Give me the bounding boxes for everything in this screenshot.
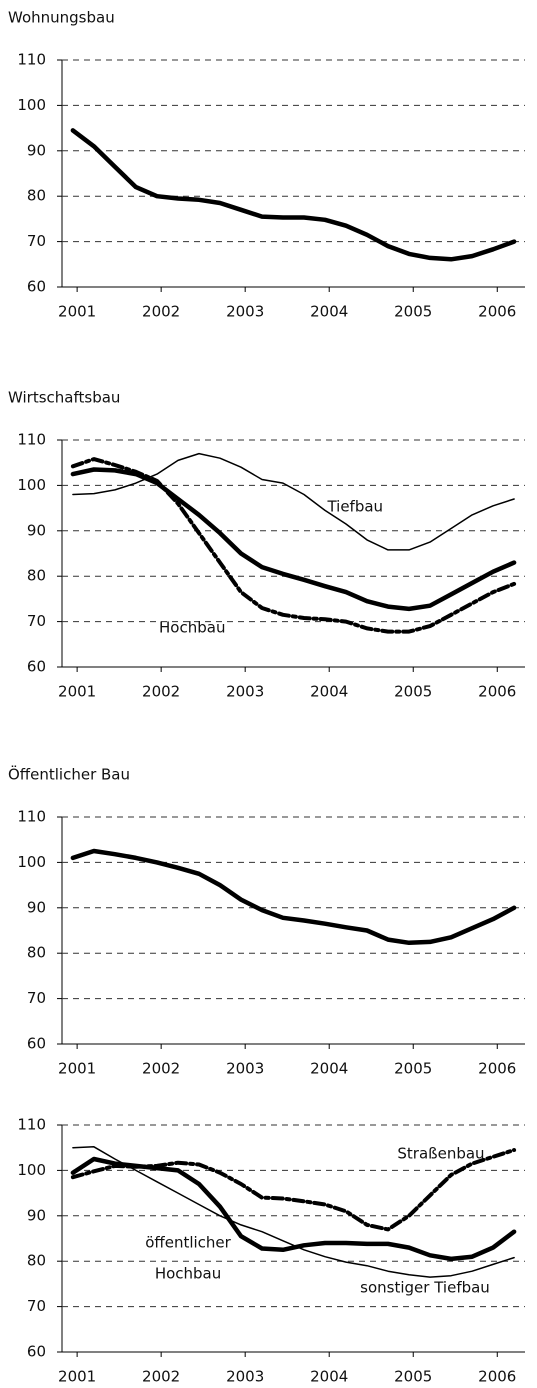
y-tick-label: 90 bbox=[27, 141, 46, 159]
y-tick-label: 110 bbox=[17, 51, 46, 69]
y-tick-label: 100 bbox=[17, 96, 46, 114]
line-series bbox=[70, 457, 517, 634]
y-tick-label: 90 bbox=[27, 1206, 46, 1224]
line-series bbox=[70, 848, 517, 946]
line-series bbox=[72, 452, 515, 551]
y-tick-label: 60 bbox=[27, 278, 46, 296]
y-tick-label: 100 bbox=[17, 476, 46, 494]
chart-title: Wirtschaftsbau bbox=[8, 389, 120, 407]
y-tick-label: 60 bbox=[27, 658, 46, 676]
x-tick-label: 2005 bbox=[394, 683, 432, 701]
x-tick-label: 2003 bbox=[226, 1060, 264, 1078]
y-tick-label: 80 bbox=[27, 944, 46, 962]
y-tick-label: 100 bbox=[17, 853, 46, 871]
line-series bbox=[70, 1156, 517, 1262]
y-tick-label: 80 bbox=[27, 1252, 46, 1270]
chart-title: Öffentlicher Bau bbox=[8, 765, 130, 784]
x-tick-label: 2006 bbox=[478, 1368, 516, 1386]
x-tick-label: 2003 bbox=[226, 303, 264, 321]
y-tick-label: 70 bbox=[27, 612, 46, 630]
annotation: Straßenbau bbox=[397, 1145, 484, 1163]
x-tick-label: 2004 bbox=[310, 303, 348, 321]
y-tick-label: 90 bbox=[27, 521, 46, 539]
x-tick-label: 2006 bbox=[478, 303, 516, 321]
line-series bbox=[72, 1146, 515, 1278]
x-tick-label: 2002 bbox=[142, 1060, 180, 1078]
y-tick-label: 110 bbox=[17, 1116, 46, 1134]
y-tick-label: 100 bbox=[17, 1161, 46, 1179]
y-tick-label: 60 bbox=[27, 1343, 46, 1361]
y-tick-label: 60 bbox=[27, 1035, 46, 1053]
y-tick-label: 80 bbox=[27, 187, 46, 205]
y-tick-label: 110 bbox=[17, 431, 46, 449]
x-tick-label: 2004 bbox=[310, 683, 348, 701]
annotation: Tiefbau bbox=[326, 498, 383, 516]
x-tick-label: 2001 bbox=[58, 1368, 96, 1386]
annotation: Hochbau bbox=[159, 618, 225, 636]
x-tick-label: 2002 bbox=[142, 1368, 180, 1386]
line-series bbox=[70, 467, 517, 612]
y-tick-label: 80 bbox=[27, 567, 46, 585]
y-tick-label: 110 bbox=[17, 808, 46, 826]
x-tick-label: 2003 bbox=[226, 1368, 264, 1386]
chart-title: Wohnungsbau bbox=[8, 9, 115, 27]
y-tick-label: 70 bbox=[27, 1297, 46, 1315]
x-tick-label: 2002 bbox=[142, 303, 180, 321]
y-tick-label: 90 bbox=[27, 898, 46, 916]
x-tick-label: 2002 bbox=[142, 683, 180, 701]
annotation: Hochbau bbox=[155, 1264, 221, 1282]
y-tick-label: 70 bbox=[27, 232, 46, 250]
annotation: sonstiger Tiefbau bbox=[360, 1278, 490, 1296]
annotation: öffentlicher bbox=[145, 1234, 231, 1252]
x-tick-label: 2004 bbox=[310, 1060, 348, 1078]
x-tick-label: 2006 bbox=[478, 683, 516, 701]
x-tick-label: 2006 bbox=[478, 1060, 516, 1078]
x-tick-label: 2003 bbox=[226, 683, 264, 701]
x-tick-label: 2001 bbox=[58, 303, 96, 321]
x-tick-label: 2005 bbox=[394, 303, 432, 321]
x-tick-label: 2004 bbox=[310, 1368, 348, 1386]
x-tick-label: 2005 bbox=[394, 1060, 432, 1078]
x-tick-label: 2001 bbox=[58, 1060, 96, 1078]
x-tick-label: 2005 bbox=[394, 1368, 432, 1386]
y-tick-label: 70 bbox=[27, 989, 46, 1007]
x-tick-label: 2001 bbox=[58, 683, 96, 701]
line-series bbox=[70, 128, 517, 262]
